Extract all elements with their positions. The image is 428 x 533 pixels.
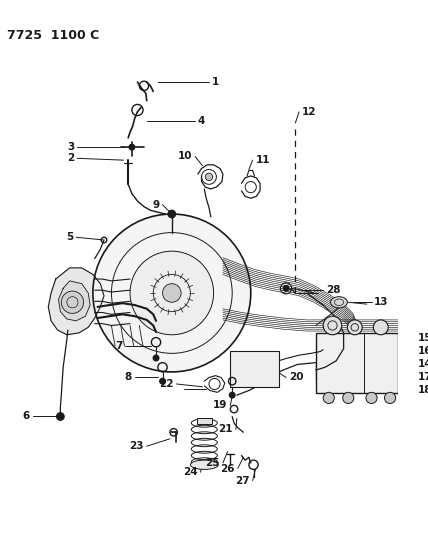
Circle shape [129,144,135,150]
Circle shape [323,316,342,335]
Circle shape [153,355,159,361]
Text: 5: 5 [66,232,73,242]
Text: 4: 4 [198,116,205,126]
Text: 10: 10 [178,151,192,161]
Circle shape [343,392,354,403]
Circle shape [168,211,175,218]
Circle shape [93,214,251,372]
Text: 21: 21 [219,424,233,434]
Text: 22: 22 [159,379,174,389]
Circle shape [61,291,83,313]
Circle shape [283,286,289,291]
Circle shape [348,320,362,335]
Text: 23: 23 [129,441,144,451]
Text: 11: 11 [256,155,270,165]
Circle shape [130,251,214,335]
Text: 12: 12 [302,107,316,117]
Text: 15: 15 [418,333,428,343]
Text: 3: 3 [67,142,74,152]
Bar [197,418,212,424]
Ellipse shape [190,460,218,470]
Text: 17: 17 [418,372,428,382]
Text: 9: 9 [153,200,160,210]
Text: 25: 25 [205,458,220,468]
Circle shape [205,173,213,181]
Text: 14: 14 [418,359,428,368]
Circle shape [384,392,395,403]
Text: 6: 6 [23,411,30,422]
Text: 2: 2 [67,154,74,163]
Text: 19: 19 [213,400,228,410]
Text: 13: 13 [374,297,389,307]
Ellipse shape [331,297,348,308]
Bar [230,351,279,387]
Text: 26: 26 [220,464,235,473]
Circle shape [373,320,388,335]
Text: 20: 20 [289,373,303,383]
Text: 24: 24 [183,467,198,477]
Text: 28: 28 [326,285,341,295]
Text: 16: 16 [418,345,428,356]
Text: 8: 8 [125,372,132,382]
Polygon shape [59,281,90,321]
Circle shape [56,413,64,420]
Text: 1: 1 [212,77,219,87]
Text: 7725  1100 C: 7725 1100 C [7,29,100,42]
Text: 27: 27 [235,475,250,486]
Polygon shape [48,268,104,335]
Bar [316,333,398,393]
Text: 7: 7 [115,341,122,351]
Circle shape [160,378,165,384]
Circle shape [163,284,181,302]
Circle shape [323,392,334,403]
Text: 18: 18 [418,384,428,394]
Circle shape [229,392,235,398]
Circle shape [366,392,377,403]
